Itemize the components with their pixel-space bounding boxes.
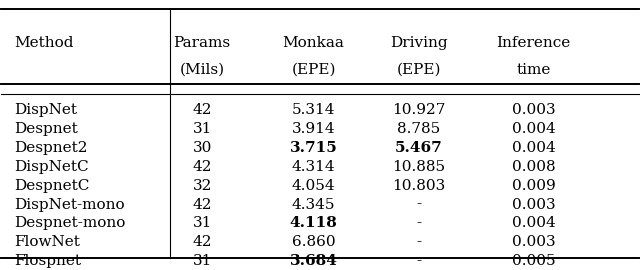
Text: 4.345: 4.345 bbox=[292, 198, 335, 211]
Text: (EPE): (EPE) bbox=[291, 63, 336, 76]
Text: 4.118: 4.118 bbox=[290, 216, 337, 230]
Text: Despnet2: Despnet2 bbox=[14, 141, 88, 155]
Text: 0.003: 0.003 bbox=[511, 103, 556, 117]
Text: 10.803: 10.803 bbox=[392, 179, 445, 193]
Text: 4.054: 4.054 bbox=[292, 179, 335, 193]
Text: 4.314: 4.314 bbox=[292, 160, 335, 174]
Text: 3.914: 3.914 bbox=[292, 122, 335, 136]
Text: (EPE): (EPE) bbox=[397, 63, 441, 76]
Text: Driving: Driving bbox=[390, 36, 447, 50]
Text: 32: 32 bbox=[193, 179, 212, 193]
Text: 10.927: 10.927 bbox=[392, 103, 445, 117]
Text: 0.008: 0.008 bbox=[511, 160, 556, 174]
Text: 8.785: 8.785 bbox=[397, 122, 440, 136]
Text: 0.004: 0.004 bbox=[511, 141, 556, 155]
Text: -: - bbox=[416, 235, 421, 249]
Text: Monkaa: Monkaa bbox=[283, 36, 344, 50]
Text: 5.467: 5.467 bbox=[395, 141, 443, 155]
Text: 0.005: 0.005 bbox=[511, 254, 556, 268]
Text: 42: 42 bbox=[193, 160, 212, 174]
Text: 10.885: 10.885 bbox=[392, 160, 445, 174]
Text: 0.003: 0.003 bbox=[511, 235, 556, 249]
Text: 0.004: 0.004 bbox=[511, 216, 556, 230]
Text: Inference: Inference bbox=[497, 36, 571, 50]
Text: 0.004: 0.004 bbox=[511, 122, 556, 136]
Text: 30: 30 bbox=[193, 141, 212, 155]
Text: FlowNet: FlowNet bbox=[14, 235, 80, 249]
Text: Despnet-mono: Despnet-mono bbox=[14, 216, 125, 230]
Text: 5.314: 5.314 bbox=[292, 103, 335, 117]
Text: 42: 42 bbox=[193, 198, 212, 211]
Text: (Mils): (Mils) bbox=[180, 63, 225, 76]
Text: Params: Params bbox=[173, 36, 230, 50]
Text: 6.860: 6.860 bbox=[292, 235, 335, 249]
Text: Despnet: Despnet bbox=[14, 122, 78, 136]
Text: -: - bbox=[416, 254, 421, 268]
Text: DispNetC: DispNetC bbox=[14, 160, 89, 174]
Text: 3.715: 3.715 bbox=[290, 141, 337, 155]
Text: -: - bbox=[416, 216, 421, 230]
Text: DispNet: DispNet bbox=[14, 103, 77, 117]
Text: 31: 31 bbox=[193, 216, 212, 230]
Text: Method: Method bbox=[14, 36, 74, 50]
Text: 42: 42 bbox=[193, 103, 212, 117]
Text: 0.003: 0.003 bbox=[511, 198, 556, 211]
Text: 31: 31 bbox=[193, 254, 212, 268]
Text: 0.009: 0.009 bbox=[511, 179, 556, 193]
Text: DespnetC: DespnetC bbox=[14, 179, 90, 193]
Text: 31: 31 bbox=[193, 122, 212, 136]
Text: 42: 42 bbox=[193, 235, 212, 249]
Text: DispNet-mono: DispNet-mono bbox=[14, 198, 125, 211]
Text: Flospnet: Flospnet bbox=[14, 254, 81, 268]
Text: 3.684: 3.684 bbox=[290, 254, 337, 268]
Text: -: - bbox=[416, 198, 421, 211]
Text: time: time bbox=[516, 63, 550, 76]
